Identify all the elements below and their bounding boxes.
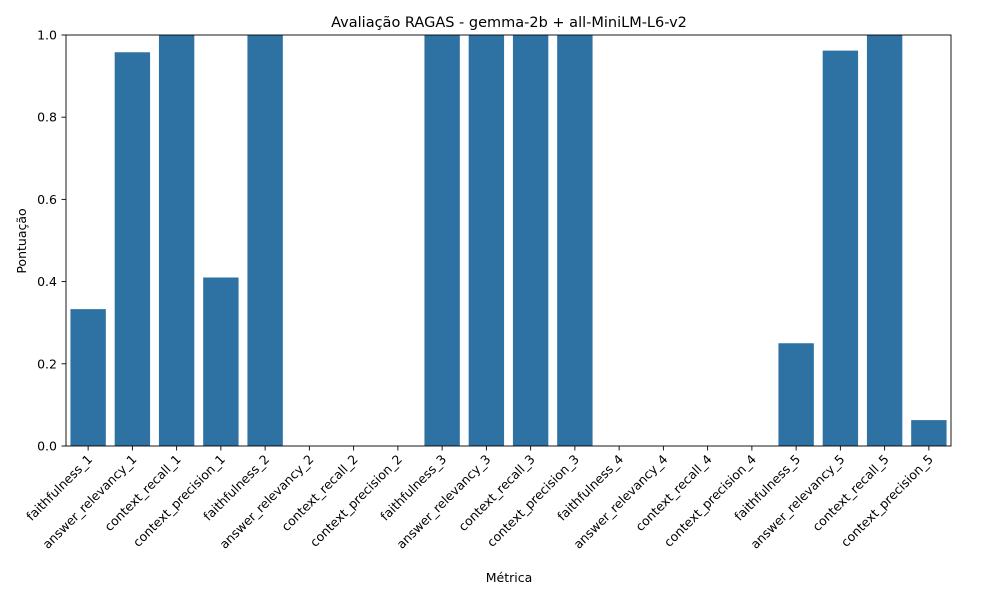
bars-group (70, 35, 947, 447)
bar-context_precision_1 (203, 277, 239, 446)
bar-faithfulness_3 (424, 35, 460, 446)
y-tick-label: 0.8 (37, 110, 57, 125)
x-axis-label: Métrica (486, 570, 533, 585)
x-tick-label: context_recall_2 (278, 452, 360, 534)
bar-context_precision_3 (557, 35, 593, 446)
bar-faithfulness_5 (778, 343, 814, 446)
bar-answer_relevancy_3 (468, 35, 505, 446)
bar-answer_relevancy_1 (114, 52, 151, 447)
x-tick-label: context_recall_3 (455, 452, 537, 534)
bar-context_recall_1 (158, 35, 195, 446)
y-tick-label: 0.0 (37, 439, 57, 454)
plot-border (65, 34, 952, 447)
chart-title: Avaliação RAGAS - gemma-2b + all-MiniLM-… (331, 15, 687, 31)
y-tick-label: 0.4 (37, 274, 57, 289)
bar-faithfulness_2 (247, 35, 283, 446)
y-tick-label: 0.6 (37, 192, 57, 207)
bar-context_recall_5 (866, 35, 903, 446)
x-tick-label: context_recall_4 (632, 451, 714, 533)
x-axis-ticks: faithfulness_1answer_relevancy_1context_… (23, 446, 936, 552)
y-tick-label: 1.0 (37, 28, 57, 43)
x-tick-label: context_recall_1 (101, 452, 183, 534)
bar-context_recall_3 (512, 35, 549, 446)
bar-context_precision_5 (911, 420, 947, 446)
y-axis-ticks: 0.0 0.2 0.4 0.6 0.8 1.0 (37, 28, 66, 454)
plot-frame (65, 34, 952, 447)
bar-answer_relevancy_5 (822, 50, 859, 446)
y-tick-label: 0.2 (37, 356, 57, 371)
bar-faithfulness_1 (70, 309, 106, 446)
y-axis-label: Pontuação (14, 208, 29, 273)
x-tick-label: context_recall_5 (809, 452, 891, 534)
